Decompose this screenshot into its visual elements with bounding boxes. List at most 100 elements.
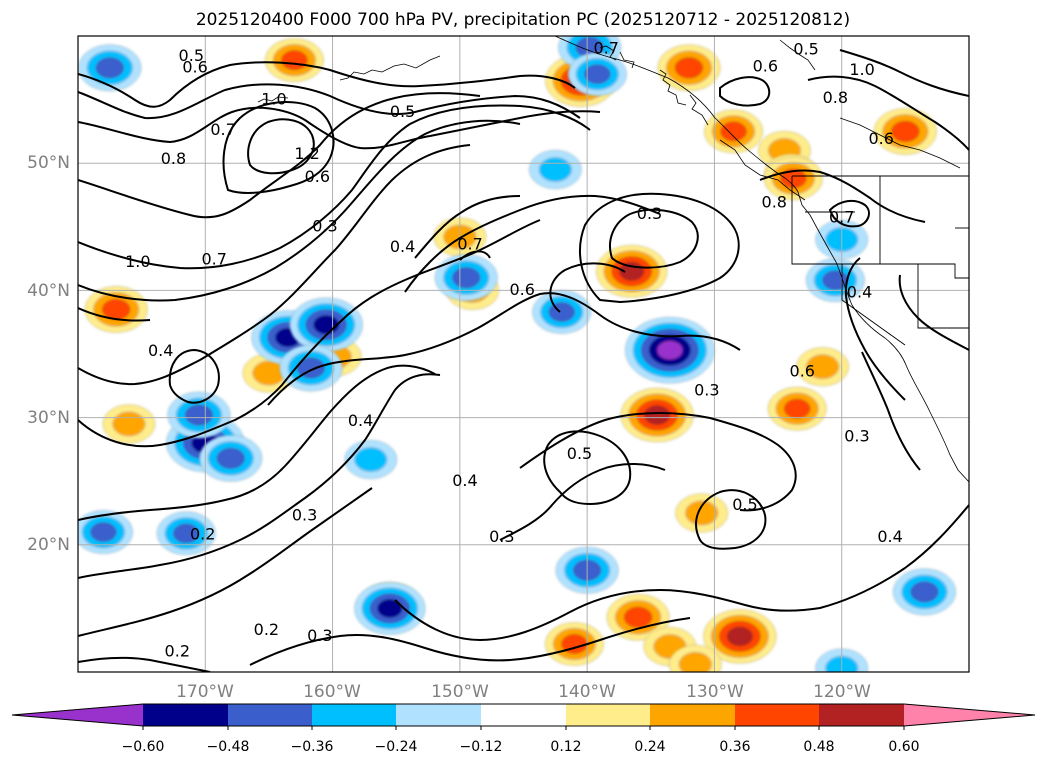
contour-label: 0.6 (305, 167, 330, 186)
contour-label: 0.6 (790, 362, 815, 381)
lat-label: 40°N (27, 281, 70, 301)
contour-label: 0.3 (694, 381, 719, 400)
contour-label: 0.3 (489, 527, 514, 546)
contour-label: 0.3 (292, 505, 317, 524)
colorbar (11, 703, 1036, 730)
contour-label: 1.0 (261, 89, 286, 108)
precip-negative-patch (156, 511, 216, 556)
precip-negative-patch (78, 44, 142, 92)
contour-label: 0.2 (190, 524, 215, 543)
contour-labels: 0.50.60.7 0.50.6 1.00.80.61.00.71.20.80.60… (125, 38, 903, 660)
contour-label: 0.7 (829, 208, 854, 227)
contour-label: 0.4 (877, 527, 902, 546)
precip-positive-patch-level (720, 121, 747, 142)
precip-positive-patch (873, 107, 937, 155)
precip-positive-patch-level (679, 652, 712, 672)
precip-positive-patch-level (727, 626, 753, 646)
contour-label: 0.4 (390, 237, 415, 256)
contour-label: 0.5 (390, 102, 415, 121)
colorbar-extend-min (12, 704, 143, 726)
precip-negative-patch-level (584, 64, 611, 84)
colorbar-extend-max (904, 704, 1035, 726)
precip-negative-patch-level (216, 447, 245, 469)
lon-label: 160°W (303, 682, 361, 702)
contour-label: 0.7 (210, 120, 235, 139)
contour-label: 0.6 (182, 58, 207, 77)
contour-label: 0.3 (312, 217, 337, 236)
colorbar-tick-label: −0.24 (375, 739, 418, 755)
latitude-labels: 50°N 40°N 30°N 20°N (27, 153, 70, 555)
contour-label: 0.3 (844, 426, 869, 445)
lon-label: 120°W (813, 682, 871, 702)
precip-positive-patch-level (674, 57, 704, 79)
precip-positive-patch (767, 386, 827, 431)
colorbar-tick-label: −0.36 (291, 739, 334, 755)
precip-negative-patch (289, 297, 363, 352)
lat-label: 20°N (27, 535, 70, 555)
precip-negative-patch-level (313, 315, 340, 335)
precip-positive-patch (668, 644, 722, 672)
precip-negative-patch (354, 581, 426, 635)
contour-label: 0.6 (510, 280, 535, 299)
contour-label: 0.8 (161, 149, 186, 168)
precip-negative-patch-level (95, 57, 124, 79)
precip-positive-patch-level (112, 411, 146, 437)
precip-negative-patch-level (656, 340, 683, 360)
contour-label: 0.2 (165, 641, 190, 660)
colorbar-segment (735, 704, 819, 726)
colorbar-tick-label: −0.12 (460, 739, 503, 755)
contour-label: 0.3 (307, 626, 332, 645)
chart-title: 2025120400 F000 700 hPa PV, precipitatio… (196, 10, 850, 30)
precip-positive-patch (544, 622, 604, 666)
contour-label: 0.3 (637, 204, 662, 223)
lat-label: 50°N (27, 153, 70, 173)
precip-positive-patch (704, 109, 763, 154)
precip-positive-patch-level (783, 398, 811, 419)
precip-negative-patch-level (910, 581, 939, 603)
lat-label: 30°N (27, 408, 70, 428)
contour-label: 0.4 (148, 341, 173, 360)
contour-label: 0.5 (793, 40, 818, 59)
precip-positive-patch-level (891, 120, 920, 142)
pv-contours (78, 49, 969, 672)
lon-label: 170°W (176, 682, 234, 702)
contour-label: 0.5 (179, 46, 204, 65)
colorbar-tick-label: 0.36 (719, 739, 750, 755)
precip-positive-patch (264, 38, 324, 83)
contour-label: 0.8 (823, 88, 848, 107)
colorbar-segment (650, 704, 735, 726)
colorbar-segment (819, 704, 904, 726)
contour-label: 0.2 (254, 620, 279, 639)
colorbar-segment (228, 704, 312, 726)
precip-negative-patch-level (172, 523, 200, 544)
lon-label: 140°W (558, 682, 616, 702)
contour-label: 1.2 (294, 144, 319, 163)
contour-label: 0.7 (457, 234, 482, 253)
precip-positive-patch-level (281, 50, 308, 71)
precip-negative-patch (78, 510, 133, 554)
precip-negative-patch (892, 568, 956, 616)
coastline (257, 36, 969, 483)
lon-label: 150°W (431, 682, 489, 702)
precip-negative-patch-level (377, 599, 403, 618)
precip-positive-patch (763, 156, 823, 201)
colorbar-segment (396, 704, 481, 726)
precip-positive-patch (675, 493, 729, 533)
contour-label: 1.0 (125, 252, 150, 271)
colorbar-segment (481, 704, 566, 726)
precip-negative-patch-level (354, 447, 388, 472)
precip-positive-patch (102, 404, 156, 444)
map-area: 0.50.60.7 0.50.6 1.00.80.61.00.71.20.80.60… (78, 36, 969, 672)
contour-label: 0.4 (452, 471, 477, 490)
precip-negative-patch-level (822, 270, 849, 291)
political-borders (791, 175, 969, 346)
colorbar-tick-label: 0.60 (888, 739, 919, 755)
precip-negative-patch (434, 254, 498, 302)
precip-positive-patch (796, 347, 850, 387)
precip-negative-patch (532, 290, 592, 334)
colorbar-tick-label: −0.48 (207, 739, 250, 755)
precip-negative-patch-level (90, 522, 117, 542)
precip-positive-patch-level (644, 405, 671, 425)
precip-positive-patch (84, 286, 148, 333)
